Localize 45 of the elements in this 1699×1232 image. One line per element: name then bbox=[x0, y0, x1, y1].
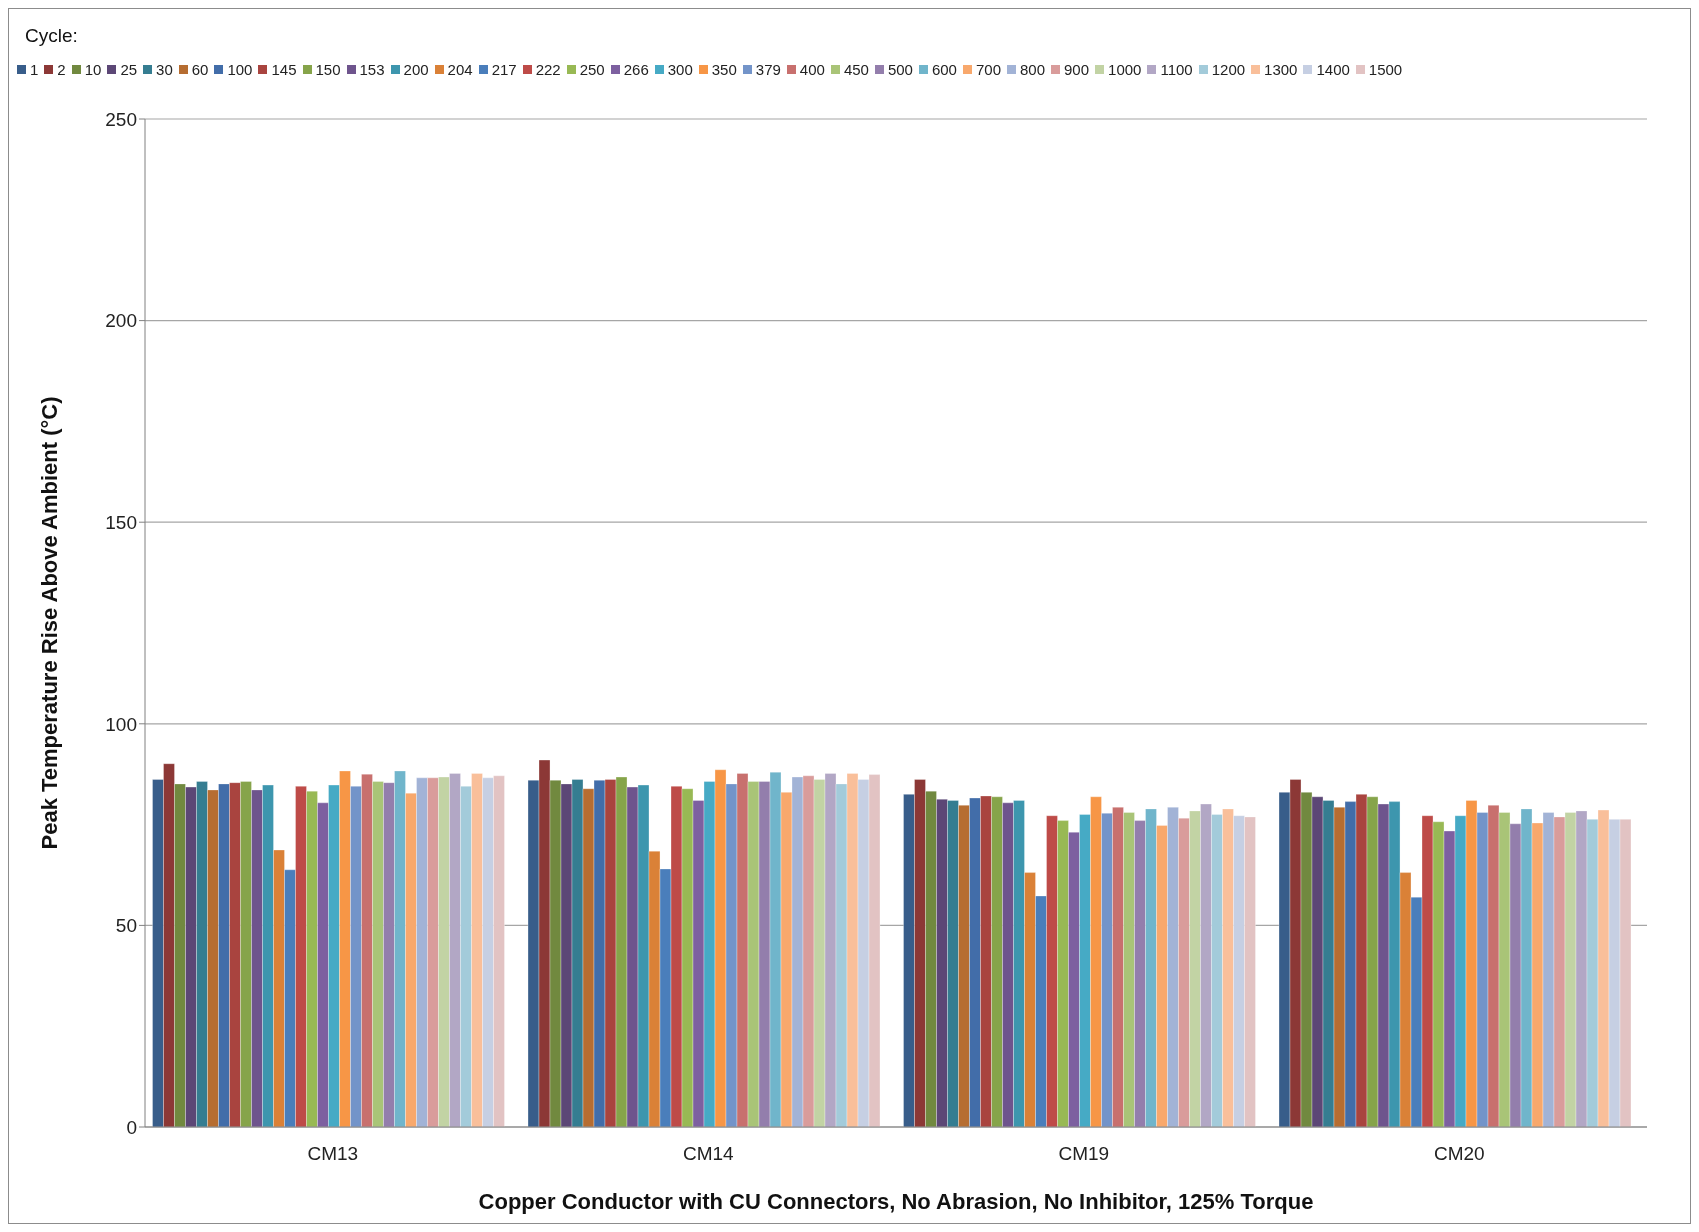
legend-label: 2 bbox=[57, 61, 66, 78]
legend-label: 217 bbox=[491, 61, 517, 78]
legend-label: 60 bbox=[191, 61, 209, 78]
legend-label: 150 bbox=[315, 61, 341, 78]
legend-label: 25 bbox=[120, 61, 138, 78]
legend-label: 100 bbox=[227, 61, 253, 78]
legend-label: 222 bbox=[535, 61, 561, 78]
legend-label: 400 bbox=[799, 61, 825, 78]
x-axis-title: Copper Conductor with CU Connectors, No Abrasion, No Inhibitor, 125% Torque bbox=[478, 1189, 1314, 1214]
legend-label: 379 bbox=[755, 61, 781, 78]
legend-label: 1000 bbox=[1108, 61, 1142, 78]
legend-label: 10 bbox=[84, 61, 102, 78]
legend-label: 350 bbox=[711, 61, 737, 78]
legend-label: 500 bbox=[887, 61, 913, 78]
legend-label: 300 bbox=[667, 61, 693, 78]
legend-label: 200 bbox=[403, 61, 429, 78]
legend-label: 800 bbox=[1020, 61, 1046, 78]
legend-label: 600 bbox=[931, 61, 957, 78]
x-tick-label: CM20 bbox=[1433, 1143, 1485, 1165]
legend-title: Cycle: bbox=[25, 25, 78, 47]
legend-label: 30 bbox=[156, 61, 173, 78]
y-axis-title: Peak Temperature Rise Above Ambient (°C) bbox=[36, 396, 62, 850]
legend-label: 250 bbox=[579, 61, 605, 78]
legend-label: 204 bbox=[447, 61, 473, 78]
y-tick-label: 100 bbox=[105, 713, 137, 735]
legend-label: 900 bbox=[1064, 61, 1090, 78]
y-tick-label: 50 bbox=[115, 915, 137, 937]
legend-label: 1200 bbox=[1211, 61, 1246, 78]
legend-label: 1 bbox=[30, 61, 39, 78]
legend-label: 266 bbox=[623, 61, 649, 78]
x-tick-label: CM14 bbox=[682, 1143, 735, 1165]
legend-label: 450 bbox=[843, 61, 869, 78]
legend-label: 700 bbox=[975, 61, 1001, 78]
x-tick-label: CM19 bbox=[1058, 1143, 1110, 1165]
legend-label: 1300 bbox=[1264, 61, 1298, 78]
legend-label: 1500 bbox=[1368, 61, 1403, 78]
x-tick-label: CM13 bbox=[307, 1143, 359, 1165]
legend-label: 145 bbox=[271, 61, 297, 78]
legend-label: 1100 bbox=[1160, 61, 1193, 78]
legend-label: 1400 bbox=[1316, 61, 1350, 78]
y-tick-label: 0 bbox=[126, 1116, 137, 1138]
y-tick-label: 250 bbox=[105, 108, 137, 130]
y-tick-label: 150 bbox=[105, 511, 137, 533]
legend-label: 153 bbox=[359, 61, 385, 78]
y-tick-label: 200 bbox=[105, 310, 137, 332]
